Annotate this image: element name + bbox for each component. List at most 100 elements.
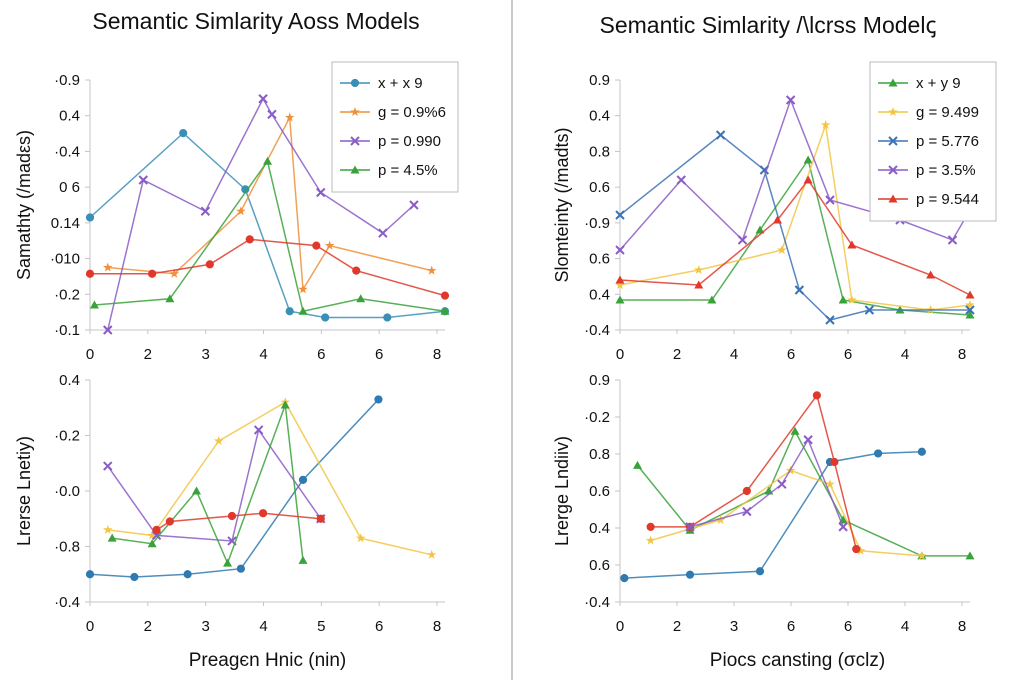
data-point bbox=[107, 533, 117, 542]
y-tick-label: ·0.2 bbox=[54, 428, 80, 445]
data-point bbox=[245, 235, 254, 244]
legend-label: p = 5.776 bbox=[916, 133, 979, 150]
y-tick-label: ·0.8 bbox=[54, 539, 80, 556]
data-point bbox=[236, 564, 245, 573]
data-point bbox=[165, 294, 175, 303]
data-point bbox=[285, 307, 294, 316]
x-tick-label: 6 bbox=[375, 618, 383, 635]
data-point bbox=[298, 475, 308, 484]
series-line bbox=[650, 393, 857, 550]
y-tick-label: ·0.4 bbox=[54, 594, 80, 611]
data-point bbox=[200, 206, 211, 216]
data-point bbox=[103, 262, 113, 272]
y-tick-label: 0.14 bbox=[51, 215, 80, 232]
legend-marker bbox=[888, 165, 898, 175]
x-tick-label: 2 bbox=[144, 346, 152, 363]
data-point bbox=[615, 210, 625, 220]
x-tick-label: 6 bbox=[844, 618, 852, 635]
data-point bbox=[321, 313, 330, 322]
y-tick-label: 0.4 bbox=[59, 108, 80, 125]
legend: x + x 9 g = 0.9%6 p = 0.990 p = 4.5% bbox=[331, 61, 459, 193]
y-tick-label: ·0.4 bbox=[584, 322, 610, 339]
data-point bbox=[947, 235, 958, 245]
x-tick-label: 6 bbox=[375, 346, 383, 363]
data-point bbox=[615, 280, 625, 289]
y-axis-label: Lrerse Lnetiy) bbox=[14, 436, 34, 546]
data-point bbox=[85, 213, 95, 222]
y-axis-label: Lrerge Lndiiv) bbox=[552, 436, 572, 546]
y-tick-label: 0.4 bbox=[589, 286, 610, 303]
data-point bbox=[615, 295, 625, 304]
data-point bbox=[258, 94, 268, 104]
data-point bbox=[378, 228, 388, 238]
data-point bbox=[825, 479, 835, 489]
data-point bbox=[777, 479, 787, 489]
data-point bbox=[253, 425, 264, 435]
series-5 bbox=[152, 509, 325, 534]
x-tick-label: 5 bbox=[317, 618, 325, 635]
series-4 bbox=[646, 391, 861, 554]
data-point bbox=[755, 225, 765, 234]
panel-top-right: ·0.4 0.4 0.6 ·0.9 0.6 0.8 0.4 0.9 0 2 4 6 6 4 8 Slomtei… bbox=[552, 61, 997, 363]
y-tick-label: 0.9 bbox=[589, 72, 610, 89]
x-tick-label: 2 bbox=[144, 618, 152, 635]
data-point bbox=[965, 310, 975, 319]
right-chart-title: Semantic Simlarity /\lcrss Modelꞔ bbox=[599, 12, 937, 38]
data-point bbox=[864, 305, 875, 315]
y-tick-label: 0.8 bbox=[589, 143, 610, 160]
data-point bbox=[426, 549, 437, 559]
data-point bbox=[223, 558, 233, 567]
series-line bbox=[107, 401, 432, 556]
data-point bbox=[785, 95, 796, 105]
data-point bbox=[179, 129, 188, 138]
y-tick-label: 0.8 bbox=[589, 446, 610, 463]
data-point bbox=[803, 435, 813, 445]
series-4 bbox=[107, 400, 308, 567]
data-point bbox=[645, 535, 656, 545]
data-point bbox=[103, 524, 113, 534]
data-point bbox=[633, 460, 642, 469]
y-tick-label: ·0.0 bbox=[54, 483, 80, 500]
data-point bbox=[192, 486, 201, 495]
data-point bbox=[138, 175, 148, 185]
data-point bbox=[926, 270, 936, 279]
series-5 bbox=[615, 175, 975, 299]
data-point bbox=[152, 525, 161, 534]
data-point bbox=[205, 260, 214, 269]
y-tick-label: 0 6 bbox=[59, 179, 80, 196]
data-point bbox=[965, 551, 975, 560]
y-axis-label: Slomteinty (/madts) bbox=[552, 127, 572, 282]
data-point bbox=[830, 457, 839, 467]
data-point bbox=[838, 522, 848, 532]
series-1 bbox=[620, 447, 926, 583]
data-point bbox=[737, 235, 748, 245]
y-tick-label: 0.4 bbox=[589, 520, 610, 537]
legend-marker bbox=[888, 78, 898, 87]
data-point bbox=[803, 175, 813, 184]
data-point bbox=[355, 533, 366, 543]
series-3 bbox=[103, 425, 326, 546]
x-tick-label: 3 bbox=[730, 618, 738, 635]
x-tick-label: 8 bbox=[958, 618, 966, 635]
legend-label: p = 0.990 bbox=[378, 133, 441, 150]
data-point bbox=[777, 245, 787, 254]
y-tick-label: 0.6 bbox=[589, 557, 610, 574]
y-tick-label: 0.6 bbox=[589, 483, 610, 500]
x-tick-label: 0 bbox=[616, 346, 624, 363]
y-tick-label: ·0.1 bbox=[54, 322, 80, 339]
data-point bbox=[794, 285, 805, 295]
data-point bbox=[965, 300, 975, 309]
data-point bbox=[838, 295, 848, 304]
data-point bbox=[707, 295, 717, 304]
legend-marker bbox=[350, 78, 360, 88]
series-line bbox=[112, 404, 304, 566]
data-point bbox=[298, 284, 308, 294]
data-point bbox=[715, 515, 726, 525]
y-tick-label: ·010 bbox=[50, 251, 80, 268]
y-axis-label: Samathty (/madεs) bbox=[14, 130, 34, 280]
series-line bbox=[619, 97, 971, 251]
y-tick-label: 0.6 bbox=[589, 179, 610, 196]
data-point bbox=[183, 570, 192, 579]
data-point bbox=[383, 313, 392, 322]
